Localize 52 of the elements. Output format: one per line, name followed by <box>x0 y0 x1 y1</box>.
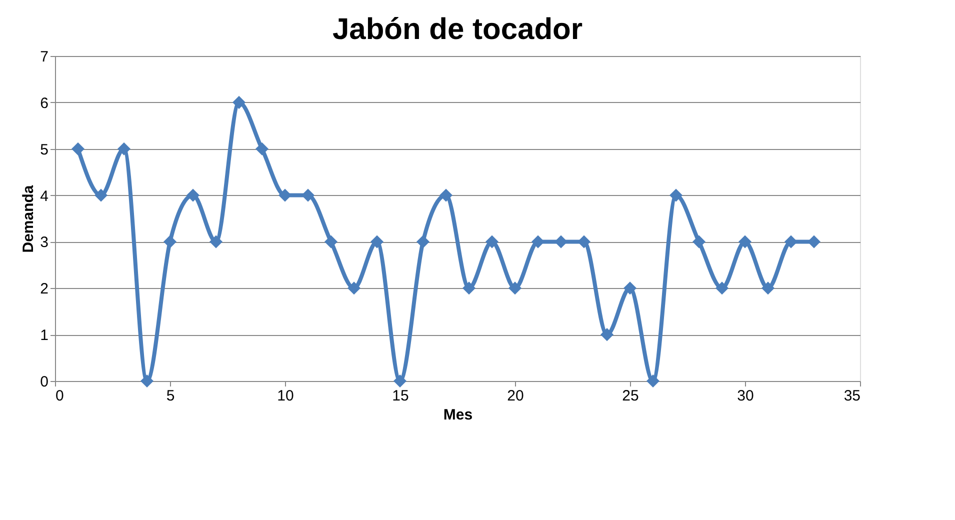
point <box>623 282 637 295</box>
x-tick-label: 15 <box>392 388 409 404</box>
point <box>577 235 591 248</box>
x-tick-label: 30 <box>737 388 754 404</box>
x-tick-label: 25 <box>622 388 639 404</box>
point <box>784 235 798 248</box>
point <box>232 96 246 109</box>
y-tick-label: 6 <box>40 94 48 112</box>
point <box>416 235 430 248</box>
y-tick-label: 5 <box>40 141 48 158</box>
point <box>393 374 407 388</box>
chart-title: Jabón de tocador <box>332 13 583 46</box>
point <box>692 235 706 248</box>
point <box>209 235 223 248</box>
point <box>347 282 361 295</box>
point <box>186 188 200 202</box>
y-axis-title: Demanda <box>20 184 38 253</box>
y-tick-label: 3 <box>40 234 48 252</box>
point <box>140 374 154 388</box>
y-tick-label: 0 <box>40 374 48 390</box>
point <box>278 188 292 202</box>
point <box>117 142 131 156</box>
point <box>255 142 269 156</box>
x-tick-label: 10 <box>277 388 294 404</box>
point <box>807 235 821 248</box>
x-tick-label: 35 <box>844 388 860 404</box>
point <box>163 235 177 248</box>
point <box>370 235 384 248</box>
x-axis-title: Mes <box>443 406 473 424</box>
y-tick-label: 4 <box>40 188 48 205</box>
point <box>761 282 775 295</box>
x-tick-label: 20 <box>507 388 524 404</box>
point <box>669 188 683 202</box>
point <box>439 188 453 202</box>
point <box>738 235 752 248</box>
point <box>508 282 522 295</box>
y-tick-label: 2 <box>40 280 48 298</box>
point <box>715 282 729 295</box>
point <box>71 142 85 156</box>
point <box>301 188 315 202</box>
x-tick-label: 0 <box>56 388 64 404</box>
point <box>646 374 660 388</box>
point <box>324 235 338 248</box>
point <box>531 235 545 248</box>
point <box>600 328 614 342</box>
point <box>554 235 568 248</box>
y-tick-label: 7 <box>40 48 48 66</box>
point <box>462 282 476 295</box>
y-tick-label: 1 <box>40 327 48 344</box>
x-tick-label: 5 <box>166 388 175 404</box>
point <box>485 235 499 248</box>
point <box>94 188 108 202</box>
